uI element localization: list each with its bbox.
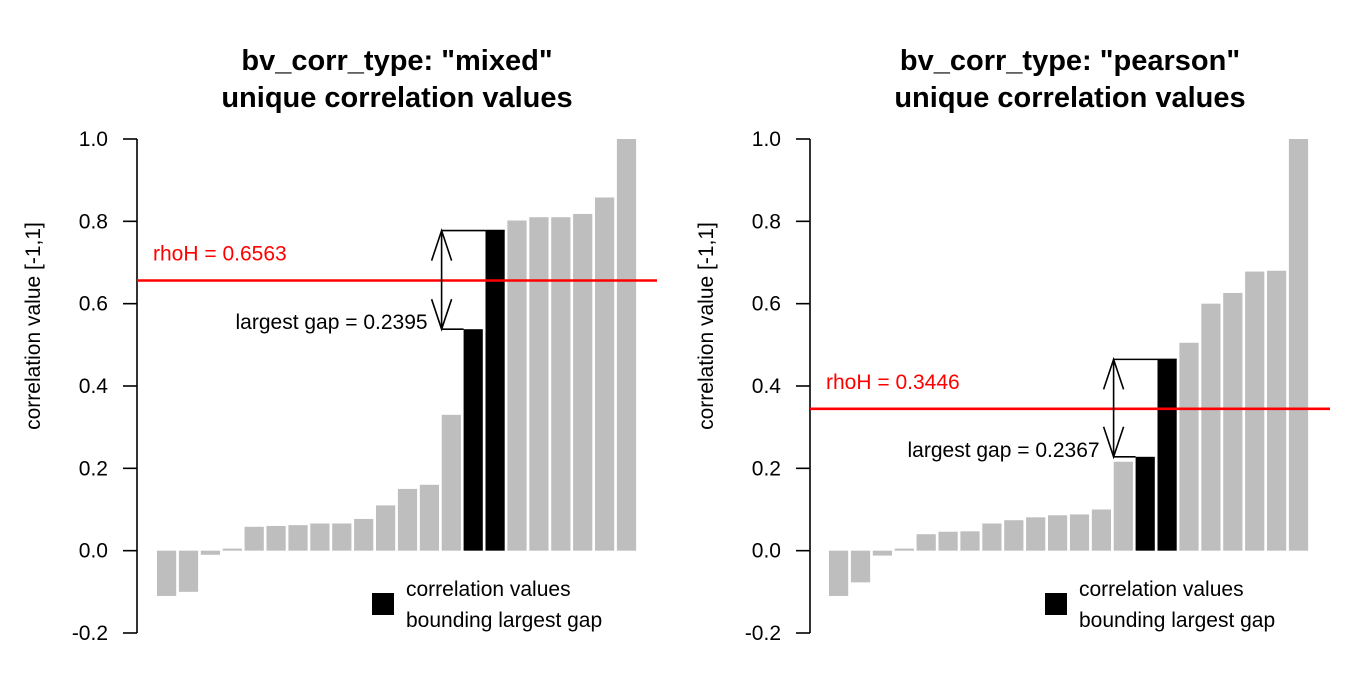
bar	[1267, 270, 1287, 551]
y-tick-label: 0.6	[752, 293, 781, 316]
y-tick-label: 1.0	[752, 128, 781, 151]
chart-panel-1: bv_corr_type: "mixed" unique correlation …	[22, 45, 657, 645]
chart-title-line: unique correlation values	[894, 82, 1245, 114]
gap-arrow-head-up	[430, 228, 453, 261]
bar	[354, 518, 374, 551]
legend-label: correlation values	[1079, 578, 1244, 601]
bar	[551, 217, 571, 551]
bar	[1113, 461, 1133, 551]
y-axis-label: correlation value [-1,1]	[695, 222, 718, 430]
bar	[376, 505, 396, 551]
threshold-label: rhoH = 0.3446	[826, 371, 960, 394]
bar	[829, 550, 849, 596]
bar	[1223, 292, 1243, 551]
bar	[397, 488, 418, 551]
bar	[1004, 520, 1024, 551]
y-tick-label: 0.8	[752, 210, 781, 233]
y-tick-label: 0.8	[79, 210, 108, 233]
legend-label: correlation values	[406, 578, 571, 601]
bar	[573, 213, 593, 551]
bar	[850, 550, 871, 583]
y-tick-label: 1.0	[79, 128, 108, 151]
bar	[616, 139, 637, 551]
bar	[872, 550, 892, 556]
bar	[507, 220, 527, 551]
gap-arrow-head-up	[1102, 356, 1125, 390]
bar	[178, 550, 199, 592]
bar	[332, 523, 352, 551]
bar	[222, 548, 242, 551]
bar	[982, 523, 1002, 551]
bar	[1179, 342, 1199, 551]
bar-highlight	[463, 329, 483, 551]
bar	[244, 526, 264, 551]
bar	[1201, 303, 1221, 551]
chart-title-line: unique correlation values	[221, 82, 572, 114]
chart-title-line: bv_corr_type: "mixed"	[241, 45, 552, 77]
bar	[1091, 509, 1111, 551]
bar	[529, 217, 549, 551]
y-tick-label: 0.2	[79, 457, 108, 480]
bar	[595, 197, 615, 551]
bar	[310, 523, 330, 551]
legend-swatch	[1045, 593, 1067, 615]
gap-arrow-head-down	[1102, 426, 1125, 460]
legend-swatch	[372, 593, 394, 615]
bar-highlight	[1157, 359, 1177, 551]
y-tick-label: 0.2	[752, 457, 781, 480]
y-tick-label: 0.4	[752, 375, 782, 398]
legend-label: bounding largest gap	[1079, 609, 1275, 632]
bar	[1288, 139, 1309, 551]
y-tick-label: 0.0	[752, 540, 781, 563]
bar	[266, 525, 286, 551]
y-tick-label: 0.4	[79, 375, 109, 398]
chart-title-line: bv_corr_type: "pearson"	[900, 45, 1240, 77]
y-axis-label: correlation value [-1,1]	[22, 222, 45, 430]
gap-label: largest gap = 0.2367	[908, 439, 1100, 462]
bar	[157, 550, 177, 596]
legend-label: bounding largest gap	[406, 609, 602, 632]
bar	[288, 525, 308, 551]
gap-label: largest gap = 0.2395	[236, 311, 428, 334]
threshold-label: rhoH = 0.6563	[153, 242, 287, 265]
y-tick-label: -0.2	[72, 622, 108, 645]
bar	[1069, 514, 1090, 551]
bar-highlight	[485, 230, 505, 551]
bar	[200, 550, 220, 555]
y-tick-label: -0.2	[745, 622, 781, 645]
bar	[960, 531, 980, 551]
bar-highlight	[1135, 456, 1155, 551]
bar	[894, 548, 914, 551]
gap-arrow-head-down	[430, 298, 453, 332]
bar	[1048, 515, 1068, 551]
bar	[916, 534, 936, 551]
bar	[419, 484, 439, 551]
y-tick-label: 0.0	[79, 540, 108, 563]
bar	[1245, 271, 1265, 551]
bar	[441, 414, 461, 551]
bar	[1026, 517, 1046, 551]
chart-panel-2: bv_corr_type: "pearson" unique correlatio…	[695, 45, 1330, 645]
y-tick-label: 0.6	[79, 293, 108, 316]
bar	[938, 531, 958, 551]
